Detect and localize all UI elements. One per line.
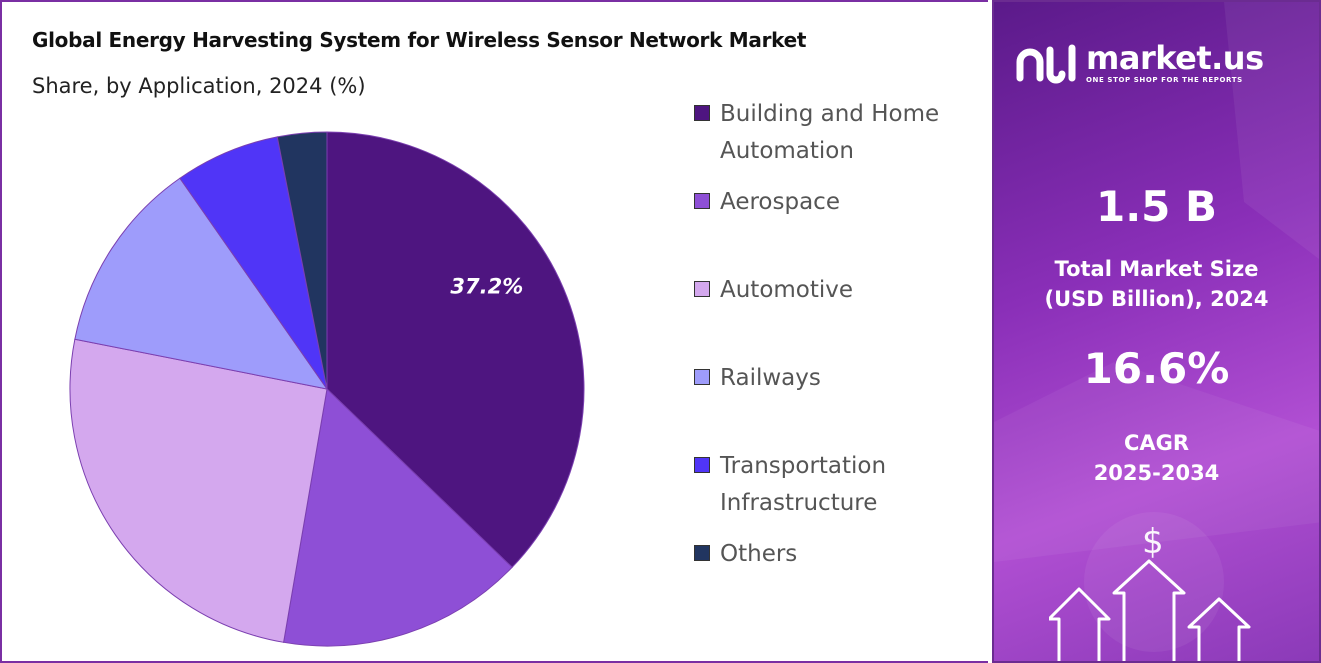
market-size-label-line-2: (USD Billion), 2024 (1044, 287, 1269, 311)
pie-slice-aerospace (283, 387, 513, 647)
legend-label: Automotive (720, 277, 854, 303)
pie-slice-others (276, 131, 328, 390)
pie-chart: 37.2% (69, 131, 585, 647)
pie-slice-automotive (69, 338, 328, 643)
market-us-logo-icon (1016, 44, 1076, 84)
cagr-value: 16.6% (1083, 344, 1230, 393)
legend-item-automotive: Automotive (694, 272, 853, 309)
market-size-value: 1.5 B (1095, 182, 1218, 231)
chart-panel: Global Energy Harvesting System for Wire… (0, 0, 988, 663)
legend-item-railways: Railways (694, 360, 821, 397)
cagr-label-line-2: 2025-2034 (1093, 461, 1220, 485)
pie-data-label: 37.2% (450, 275, 523, 299)
background-decoration (994, 2, 1319, 652)
market-size-label-line-1: Total Market Size (1054, 257, 1259, 281)
legend-swatch (694, 281, 710, 297)
chart-subtitle: Share, by Application, 2024 (%) (32, 74, 366, 98)
brand-tagline: ONE STOP SHOP FOR THE REPORTS (1086, 76, 1243, 84)
brand-logo: market.us ONE STOP SHOP FOR THE REPORTS (1016, 40, 1264, 86)
legend-item-others: Others (694, 536, 797, 573)
dollar-icon: $ (1142, 522, 1164, 562)
cagr-label-line-1: CAGR (1123, 431, 1190, 455)
legend-swatch (694, 193, 710, 209)
legend-item-building-home-automation: Building and Home Automation (694, 96, 970, 170)
panel-divider (988, 0, 992, 663)
chart-title: Global Energy Harvesting System for Wire… (32, 28, 807, 52)
pie-slice-building-and-home-automation (326, 131, 585, 568)
legend-swatch (694, 457, 710, 473)
legend-swatch (694, 369, 710, 385)
legend-label: Building and Home Automation (720, 101, 940, 164)
legend-item-aerospace: Aerospace (694, 184, 840, 221)
legend-label: Transportation Infrastructure (720, 453, 887, 516)
summary-panel: market.us ONE STOP SHOP FOR THE REPORTS … (992, 0, 1321, 663)
legend-label: Railways (720, 365, 821, 391)
legend-label: Others (720, 541, 798, 567)
legend-swatch (694, 545, 710, 561)
legend-swatch (694, 105, 710, 121)
legend-item-transportation-infrastructure: Transportation Infrastructure (694, 448, 920, 522)
legend-label: Aerospace (720, 189, 840, 215)
pie-slice-railways (74, 177, 329, 390)
growth-arrows-icon (1049, 559, 1251, 661)
brand-name: market.us (1086, 39, 1264, 77)
